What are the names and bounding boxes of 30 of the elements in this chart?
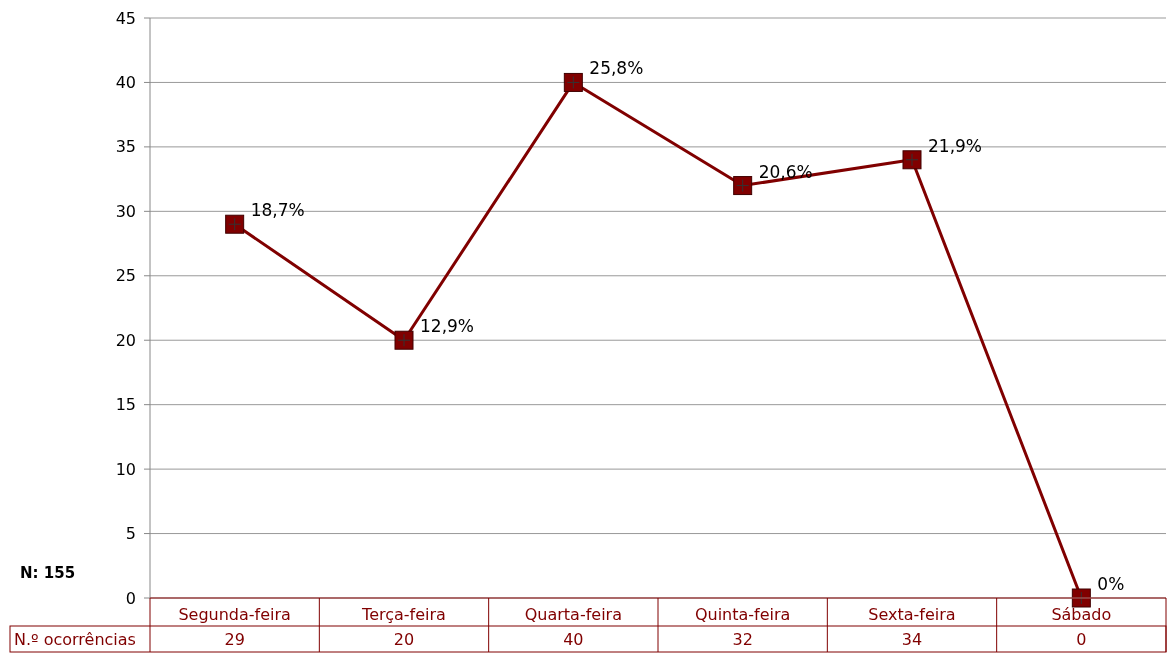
y-tick-label: 5 xyxy=(125,524,136,544)
y-tick-label: 30 xyxy=(115,201,136,221)
x-tick-label: Quinta-feira xyxy=(694,605,791,624)
data-label: 40 xyxy=(563,630,584,649)
x-tick-label: Sexta-feira xyxy=(868,605,956,624)
y-tick-label: 45 xyxy=(115,8,136,28)
x-tick-label: Segunda-feira xyxy=(178,605,291,624)
x-tick-label: Sábado xyxy=(1051,605,1112,624)
y-tick-label: 15 xyxy=(115,395,136,415)
data-label: 34 xyxy=(901,630,923,649)
y-tick-label: 10 xyxy=(115,459,136,479)
y-tick-label: 25 xyxy=(115,266,136,286)
annotation: 12,9% xyxy=(420,316,475,337)
y-tick-label: 0 xyxy=(125,588,136,608)
text: N.º ocorrências xyxy=(14,630,136,649)
data-label: 0 xyxy=(1076,630,1087,649)
annotation: 25,8% xyxy=(589,58,644,79)
annotation: 21,9% xyxy=(928,135,983,156)
x-tick-label: Quarta-feira xyxy=(524,605,622,624)
data-label: 29 xyxy=(224,630,245,649)
y-tick-label: 35 xyxy=(115,137,136,157)
annotation: 0% xyxy=(1097,574,1125,594)
x-tick-label: Terça-feira xyxy=(361,605,446,624)
annotation: 18,7% xyxy=(250,200,305,221)
data-label: 32 xyxy=(732,630,753,649)
y-tick-label: 20 xyxy=(115,330,136,350)
annotation: 20,6% xyxy=(758,161,813,182)
text: N: 155 xyxy=(20,564,76,582)
data-label: 20 xyxy=(393,630,415,649)
y-tick-label: 40 xyxy=(115,73,136,93)
